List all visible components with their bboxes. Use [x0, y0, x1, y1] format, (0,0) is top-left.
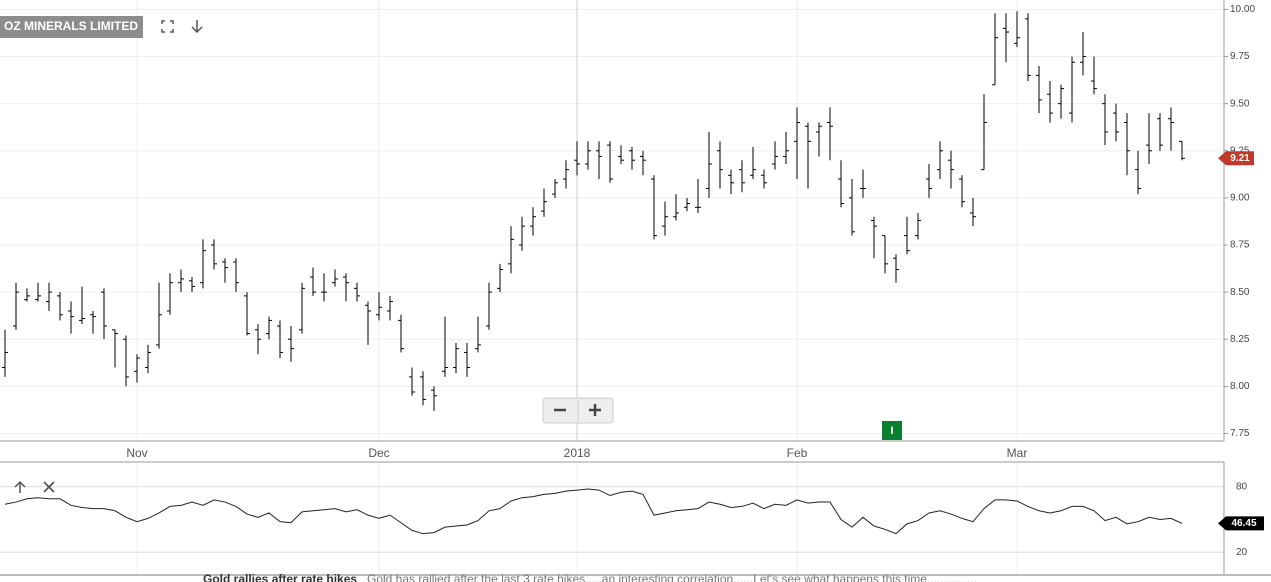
y-tick-label: 8.25: [1230, 334, 1250, 345]
last-price-label: 9.21: [1230, 153, 1250, 164]
move-up-icon[interactable]: [14, 480, 26, 493]
y-tick-label: 8.75: [1230, 240, 1250, 251]
marks: 7.75 8.00 8.25 8.50 8.75 9.00 9.25 9.50 9.75 10.0…: [2, 4, 1264, 558]
y-tick-label: 8.50: [1230, 287, 1250, 298]
indicator-last-tag: [1218, 516, 1264, 531]
title-tag: [0, 16, 143, 38]
download-icon[interactable]: [191, 20, 203, 34]
y-tick-label: 8.00: [1230, 381, 1250, 392]
close-icon[interactable]: [43, 481, 55, 493]
last-price-tag: [1218, 151, 1254, 166]
y-tick-label: 9.75: [1230, 51, 1250, 62]
x-tick-label: Nov: [126, 446, 147, 460]
event-marker: I: [890, 425, 893, 437]
indicator-tick-label: 20: [1236, 547, 1248, 558]
x-tick-label: 2018: [564, 446, 591, 460]
indicator-line: [4, 488, 1183, 535]
news-text: Gold has rallied after the last 3 rate h…: [367, 572, 977, 582]
zoom-in[interactable]: [589, 404, 601, 416]
y-tick-label: 7.75: [1230, 428, 1250, 439]
y-tick-label: 10.00: [1230, 4, 1255, 15]
fullscreen-icon[interactable]: [161, 20, 174, 33]
grid-layer: [0, 0, 1224, 574]
y-tick-label: 9.50: [1230, 98, 1250, 109]
news-headline: Gold rallies after rate hikes: [203, 572, 357, 582]
zoom-controls: [542, 397, 614, 424]
y-tick-label: 9.25: [1230, 145, 1250, 156]
y-tick-label: 9.00: [1230, 193, 1250, 204]
chart-title: OZ MINERALS LIMITED: [4, 19, 138, 33]
x-tick-label: Dec: [368, 446, 389, 460]
x-tick-label: Mar: [1007, 446, 1028, 460]
indicator-tick-label: 80: [1236, 481, 1248, 492]
indicator-last-label: 46.45: [1231, 518, 1256, 529]
x-tick-label: Feb: [787, 446, 808, 460]
event-marker-box: [882, 421, 902, 440]
